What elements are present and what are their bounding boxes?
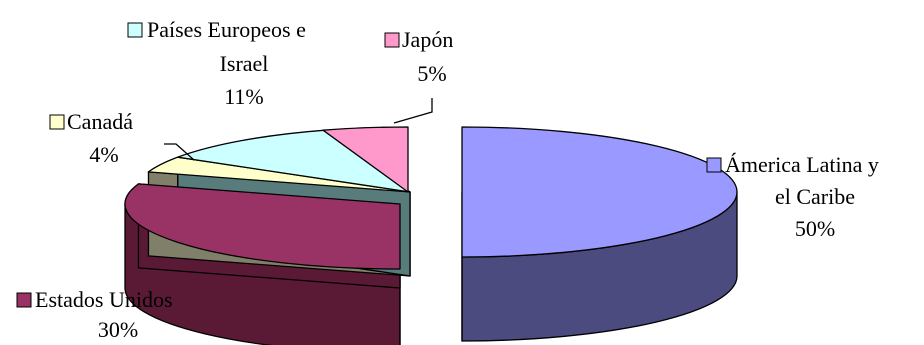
legend-key-paises — [127, 22, 143, 38]
leader-lines — [164, 98, 433, 161]
slice-tops — [124, 126, 738, 270]
leader-line-japon — [393, 98, 433, 124]
label-paises-line2: Israel — [220, 51, 269, 76]
label-paises-line1: Países Europeos e — [147, 17, 306, 42]
label-estados-name: Estados Unidos — [35, 287, 173, 312]
label-america-line1: Ámerica Latina y — [725, 152, 879, 177]
label-estados-value: 30% — [98, 317, 138, 342]
legend-key-japon — [384, 32, 400, 48]
slice-paises-europeos — [177, 129, 411, 193]
label-paises-value: 11% — [224, 84, 264, 109]
label-japon-name: Japón — [402, 27, 453, 52]
label-america-value: 50% — [795, 216, 835, 241]
legend-key-canada — [49, 114, 65, 130]
legend-key-estados — [16, 292, 32, 308]
label-japon-value: 5% — [417, 61, 446, 86]
leader-line-canada — [164, 143, 195, 161]
label-america-line2: el Caribe — [775, 184, 855, 209]
data-labels: Ámerica Latina y el Caribe 50% Estados U… — [16, 17, 879, 342]
label-canada-value: 4% — [89, 142, 118, 167]
slice-america-latina — [461, 126, 738, 258]
label-canada-name: Canadá — [67, 109, 133, 134]
legend-key-america — [706, 157, 722, 173]
slice-estados-unidos — [124, 183, 401, 270]
slice-japon — [322, 126, 409, 193]
